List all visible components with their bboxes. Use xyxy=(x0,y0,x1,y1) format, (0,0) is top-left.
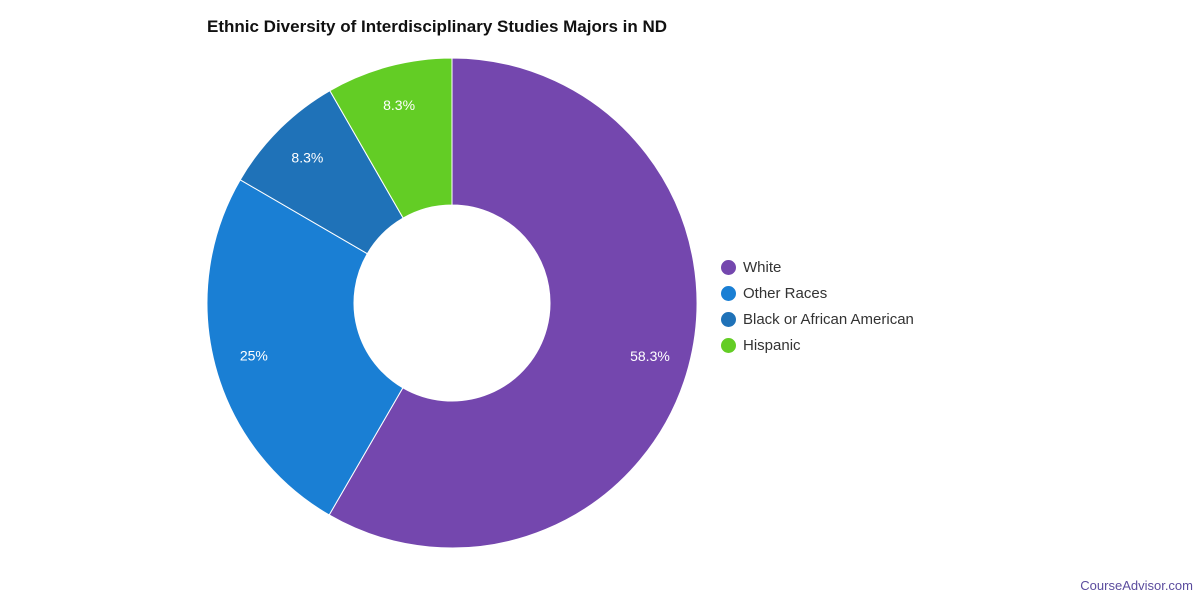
slice-value-label: 8.3% xyxy=(291,150,323,166)
legend-label: Other Races xyxy=(743,284,828,302)
legend-swatch xyxy=(721,337,736,353)
chart-legend: White Other Races Black or African America… xyxy=(721,254,914,358)
legend-item-white[interactable]: White xyxy=(721,254,914,280)
slice-value-label: 25% xyxy=(240,348,268,364)
legend-label: Black or African American xyxy=(743,310,914,328)
legend-swatch xyxy=(721,285,736,301)
credit-link[interactable]: CourseAdvisor.com xyxy=(1080,578,1193,593)
legend-label: White xyxy=(743,258,782,276)
slice-white[interactable] xyxy=(328,57,698,549)
slice-other-races[interactable] xyxy=(206,179,404,516)
slice-value-label: 8.3% xyxy=(383,97,415,113)
legend-item-black-or-african-american[interactable]: Black or African American xyxy=(721,306,914,332)
slice-value-label: 58.3% xyxy=(630,348,670,364)
legend-swatch xyxy=(721,259,736,275)
legend-item-hispanic[interactable]: Hispanic xyxy=(721,332,914,358)
legend-item-other-races[interactable]: Other Races xyxy=(721,280,914,306)
legend-swatch xyxy=(721,311,736,327)
legend-label: Hispanic xyxy=(743,336,801,354)
chart-title: Ethnic Diversity of Interdisciplinary St… xyxy=(207,17,668,36)
slice-hispanic[interactable] xyxy=(329,57,453,219)
